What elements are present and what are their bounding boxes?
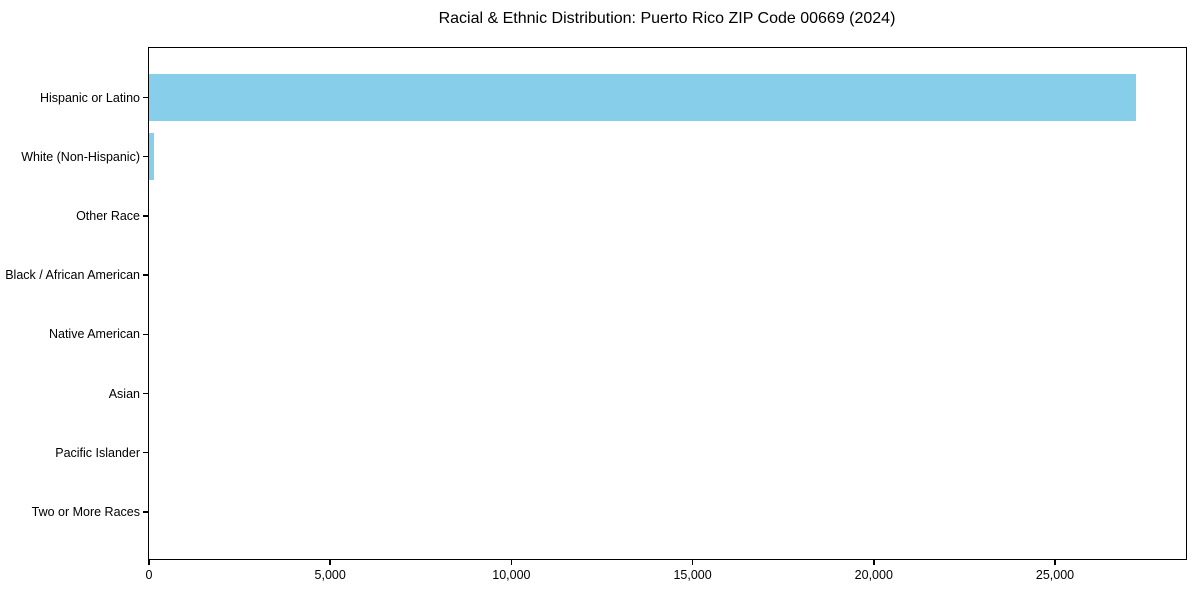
x-axis-tick-label: 20,000 [854, 568, 893, 582]
x-axis-tick-label: 5,000 [314, 568, 346, 582]
x-axis-tick-label: 0 [145, 568, 153, 582]
plot-area: 0 5,000 10,000 15,000 20,000 25,000 [142, 46, 1187, 582]
plot-frame [147, 46, 1187, 560]
y-axis-tick [142, 274, 148, 276]
x-axis-tick [329, 559, 331, 565]
y-axis-tick [142, 333, 148, 336]
x-axis-tick [510, 559, 513, 565]
chart-title: Racial & Ethnic Distribution: Puerto Ric… [438, 10, 896, 27]
y-axis-label: Asian [108, 386, 140, 401]
y-axis-tick [142, 215, 148, 217]
x-axis-tick [691, 559, 694, 565]
x-axis-tick-label: 15,000 [673, 568, 712, 582]
x-axis-tick [148, 559, 150, 565]
y-axis-labels: Hispanic or Latino White (Non-Hispanic) Ot… [0, 48, 140, 558]
y-axis-tick [142, 155, 148, 158]
x-axis-tick-label: 10,000 [492, 568, 531, 582]
y-axis-label: Hispanic or Latino [39, 90, 140, 105]
x-axis-tick [873, 559, 875, 565]
y-axis-label: Black / African American [5, 268, 140, 283]
y-axis-tick [142, 511, 148, 513]
y-axis-label: White (Non-Hispanic) [21, 149, 140, 164]
y-axis-label: Two or More Races [31, 504, 140, 519]
y-axis-tick [142, 96, 148, 99]
y-axis-tick [142, 392, 148, 395]
bar-white-non-hispanic [149, 133, 154, 181]
x-axis-tick-label: 25,000 [1035, 568, 1075, 582]
bar-hispanic-or-latino [149, 74, 1136, 121]
y-axis-label: Native American [48, 327, 140, 342]
x-axis-tick [1054, 559, 1056, 565]
y-axis-label: Pacific Islander [55, 445, 140, 460]
y-axis-label: Other Race [76, 208, 140, 223]
y-axis-tick [142, 451, 148, 454]
